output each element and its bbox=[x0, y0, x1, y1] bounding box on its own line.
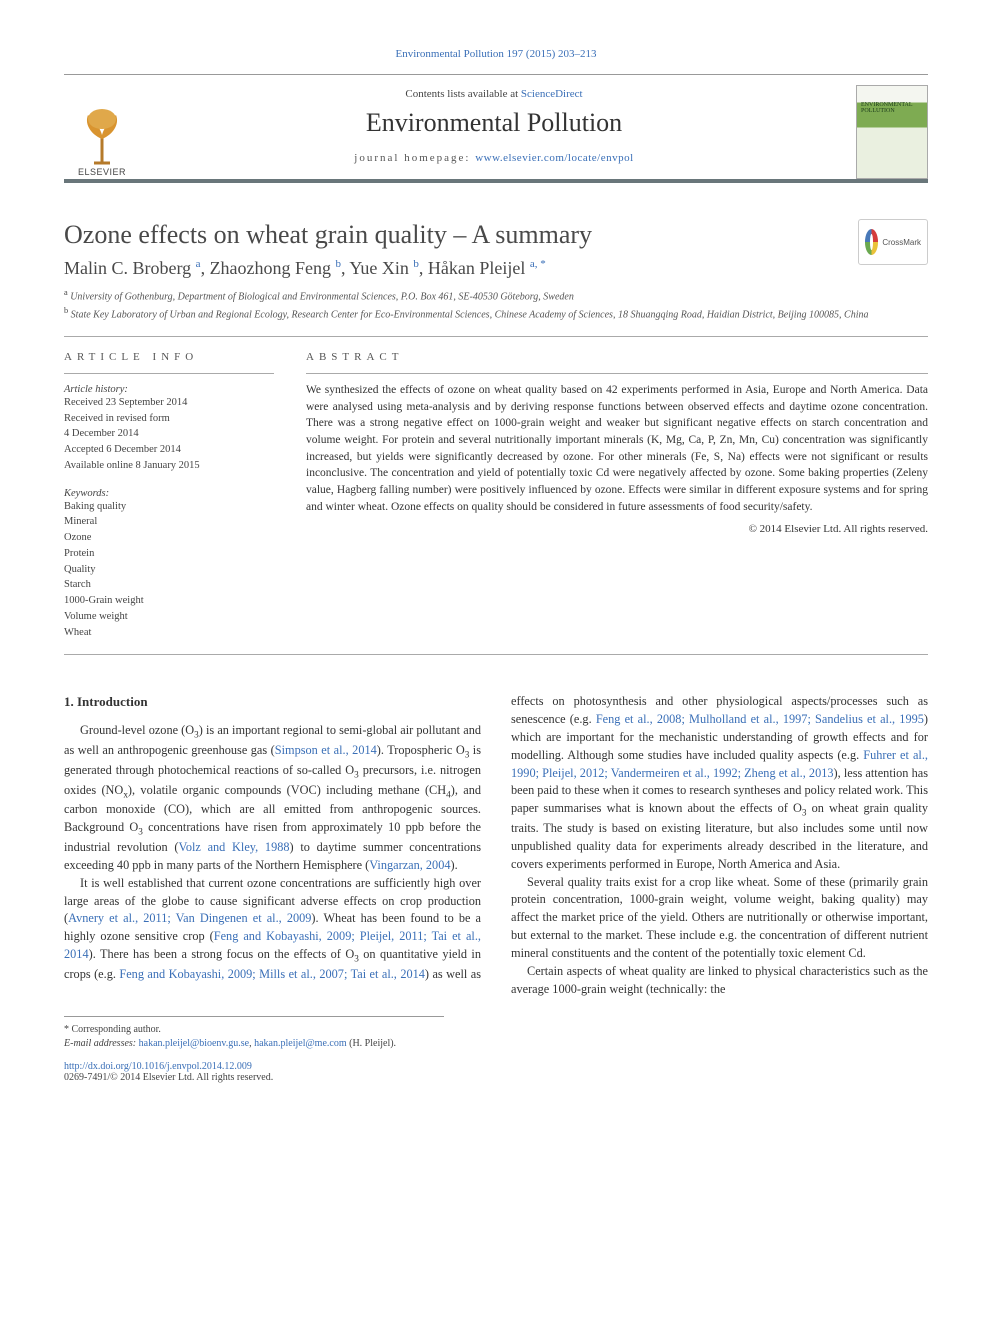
authors-line: Malin C. Broberg a, Zhaozhong Feng b, Yu… bbox=[64, 258, 928, 279]
abstract-header: ABSTRACT bbox=[306, 351, 928, 363]
affiliation: b State Key Laboratory of Urban and Regi… bbox=[64, 305, 928, 322]
body-columns: 1. Introduction Ground-level ozone (O3) … bbox=[64, 693, 928, 998]
email-link[interactable]: hakan.pleijel@me.com bbox=[254, 1038, 347, 1049]
homepage-link[interactable]: www.elsevier.com/locate/envpol bbox=[475, 152, 633, 164]
abstract-copyright: © 2014 Elsevier Ltd. All rights reserved… bbox=[306, 523, 928, 535]
header-band: ELSEVIER Contents lists available at Sci… bbox=[64, 74, 928, 183]
corresponding-author: * Corresponding author. bbox=[64, 1023, 444, 1037]
keyword: Baking quality bbox=[64, 499, 274, 515]
keyword: Protein bbox=[64, 546, 274, 562]
elsevier-logo: ELSEVIER bbox=[64, 87, 140, 177]
article-info-col: ARTICLE INFO Article history: Received 2… bbox=[64, 351, 274, 641]
elsevier-tree-icon bbox=[74, 105, 130, 165]
article-info-header: ARTICLE INFO bbox=[64, 351, 274, 363]
email-link[interactable]: hakan.pleijel@bioenv.gu.se bbox=[139, 1038, 249, 1049]
body-para-5: Certain aspects of wheat quality are lin… bbox=[511, 963, 928, 999]
cover-title: ENVIRONMENTAL POLLUTION bbox=[861, 102, 923, 114]
history-line: 4 December 2014 bbox=[64, 426, 274, 442]
article-title: Ozone effects on wheat grain quality – A… bbox=[64, 219, 928, 250]
ref-link[interactable]: Feng and Kobayashi, 2009; Mills et al., … bbox=[119, 967, 425, 981]
doi-block: http://dx.doi.org/10.1016/j.envpol.2014.… bbox=[64, 1061, 928, 1083]
ref-link[interactable]: Volz and Kley, 1988 bbox=[179, 840, 290, 854]
divider bbox=[64, 336, 928, 337]
keyword: Mineral bbox=[64, 514, 274, 530]
elsevier-wordmark: ELSEVIER bbox=[78, 167, 126, 177]
crossmark-icon bbox=[865, 229, 878, 255]
keywords-label: Keywords: bbox=[64, 488, 274, 499]
divider bbox=[64, 654, 928, 655]
header-center: Contents lists available at ScienceDirec… bbox=[140, 88, 848, 176]
keyword: Volume weight bbox=[64, 609, 274, 625]
journal-name: Environmental Pollution bbox=[140, 108, 848, 138]
homepage-prefix: journal homepage: bbox=[354, 152, 475, 164]
ref-link[interactable]: Simpson et al., 2014 bbox=[275, 743, 377, 757]
ref-link[interactable]: Feng et al., 2008; Mulholland et al., 19… bbox=[596, 712, 924, 726]
doi-link[interactable]: http://dx.doi.org/10.1016/j.envpol.2014.… bbox=[64, 1061, 252, 1072]
journal-cover-thumb: ENVIRONMENTAL POLLUTION bbox=[856, 85, 928, 179]
ref-link[interactable]: Avnery et al., 2011; Van Dingenen et al.… bbox=[68, 911, 311, 925]
section-heading-intro: 1. Introduction bbox=[64, 693, 481, 712]
history-line: Received 23 September 2014 bbox=[64, 395, 274, 411]
keyword: 1000-Grain weight bbox=[64, 593, 274, 609]
history-line: Received in revised form bbox=[64, 411, 274, 427]
abstract-col: ABSTRACT We synthesized the effects of o… bbox=[306, 351, 928, 641]
keyword: Ozone bbox=[64, 530, 274, 546]
contents-line: Contents lists available at ScienceDirec… bbox=[140, 88, 848, 100]
crossmark-label: CrossMark bbox=[882, 238, 921, 247]
ref-link[interactable]: Vingarzan, 2004 bbox=[369, 858, 450, 872]
abstract-text: We synthesized the effects of ozone on w… bbox=[306, 382, 928, 515]
history-label: Article history: bbox=[64, 384, 274, 395]
keyword: Starch bbox=[64, 577, 274, 593]
history-line: Accepted 6 December 2014 bbox=[64, 442, 274, 458]
keyword: Wheat bbox=[64, 625, 274, 641]
affiliations: a University of Gothenburg, Department o… bbox=[64, 287, 928, 322]
homepage-line: journal homepage: www.elsevier.com/locat… bbox=[140, 152, 848, 176]
header-citation: Environmental Pollution 197 (2015) 203–2… bbox=[64, 48, 928, 60]
emails-line: E-mail addresses: hakan.pleijel@bioenv.g… bbox=[64, 1037, 444, 1051]
body-para-1: Ground-level ozone (O3) is an important … bbox=[64, 722, 481, 875]
issn-line: 0269-7491/© 2014 Elsevier Ltd. All right… bbox=[64, 1072, 928, 1083]
crossmark-badge[interactable]: CrossMark bbox=[858, 219, 928, 265]
affiliation: a University of Gothenburg, Department o… bbox=[64, 287, 928, 304]
footnotes: * Corresponding author. E-mail addresses… bbox=[64, 1016, 444, 1051]
body-para-4: Several quality traits exist for a crop … bbox=[511, 874, 928, 963]
keyword: Quality bbox=[64, 562, 274, 578]
contents-prefix: Contents lists available at bbox=[405, 88, 520, 100]
history-line: Available online 8 January 2015 bbox=[64, 458, 274, 474]
sciencedirect-link[interactable]: ScienceDirect bbox=[521, 88, 583, 100]
